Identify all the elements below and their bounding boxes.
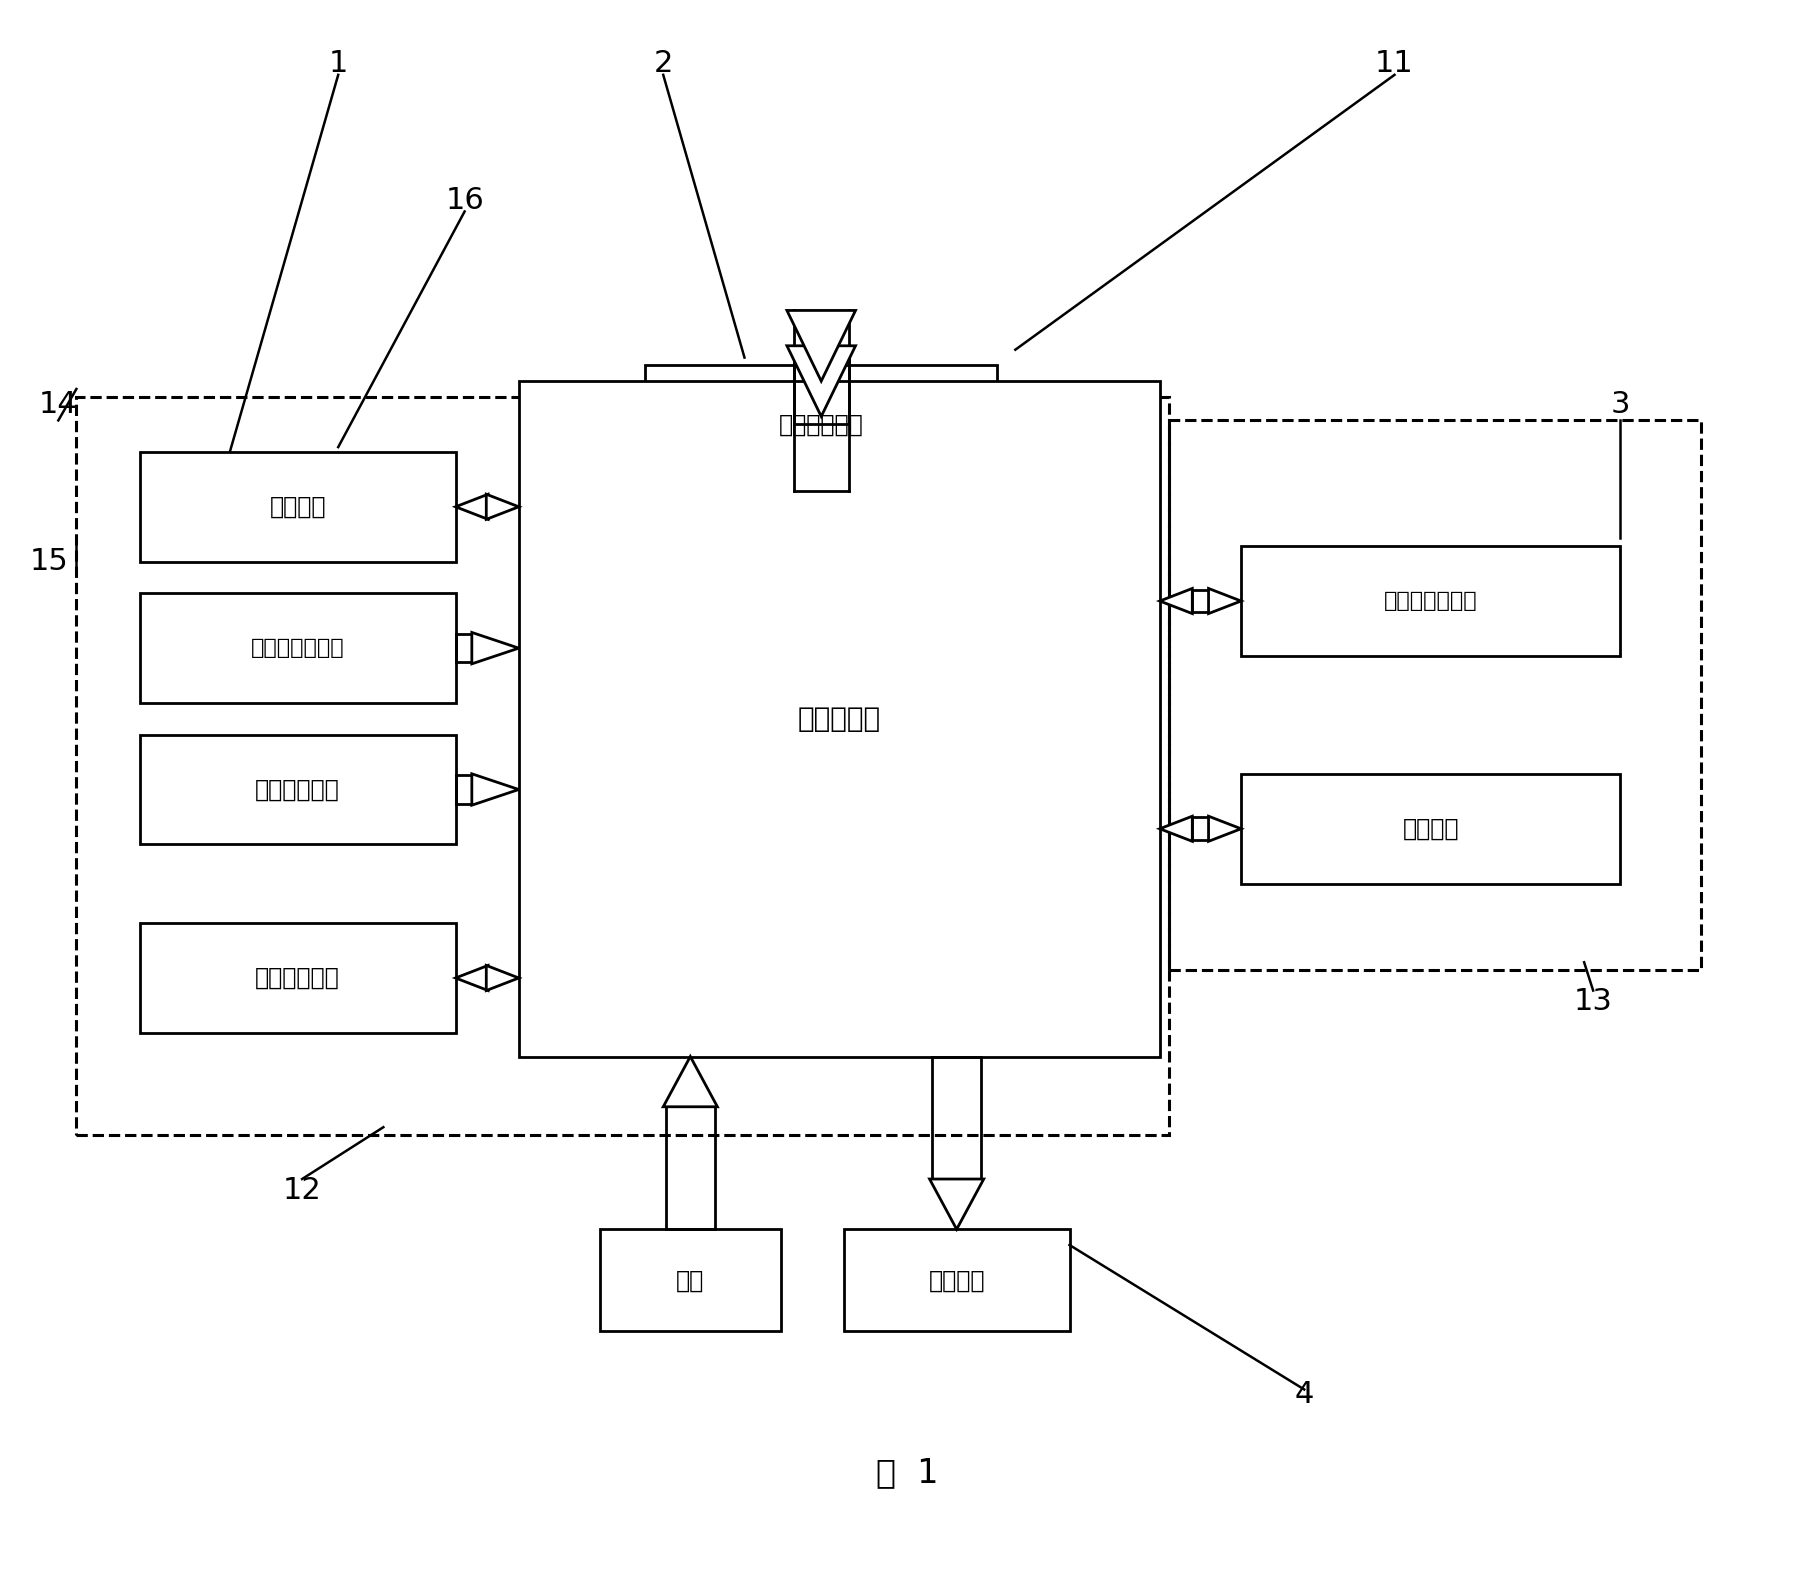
Text: 15: 15	[31, 548, 69, 576]
Polygon shape	[1208, 589, 1241, 614]
Polygon shape	[455, 494, 488, 519]
Polygon shape	[787, 311, 856, 381]
Text: 4: 4	[1295, 1380, 1313, 1408]
Bar	[76, 396, 1168, 1135]
Polygon shape	[455, 965, 488, 990]
Text: 脉冲输出部分: 脉冲输出部分	[256, 777, 339, 802]
Text: 通讯电路: 通讯电路	[268, 494, 327, 519]
Bar	[1241, 774, 1620, 884]
Text: 12: 12	[283, 1175, 321, 1205]
Polygon shape	[664, 1056, 717, 1107]
Text: 16: 16	[444, 186, 484, 215]
Text: 按键: 按键	[677, 1268, 704, 1292]
Bar	[140, 594, 455, 703]
Text: 主控制芯片: 主控制芯片	[798, 704, 882, 733]
Polygon shape	[1159, 816, 1192, 842]
Polygon shape	[929, 1180, 983, 1230]
Bar	[1241, 546, 1620, 655]
Bar	[140, 924, 455, 1033]
Text: 11: 11	[1375, 49, 1413, 79]
Bar	[844, 1230, 1070, 1331]
Text: 3: 3	[1611, 390, 1631, 418]
Text: 13: 13	[1575, 987, 1613, 1015]
Text: 存储部分: 存储部分	[1402, 816, 1458, 840]
Bar	[600, 1230, 780, 1331]
Bar	[1168, 420, 1702, 970]
Text: 时钟控制部分: 时钟控制部分	[256, 966, 339, 990]
Text: 14: 14	[38, 390, 78, 418]
Text: 电源采样模块: 电源采样模块	[778, 412, 863, 436]
Polygon shape	[486, 494, 519, 519]
Text: 调制解调器模块: 调制解调器模块	[1384, 591, 1477, 611]
Bar	[646, 365, 998, 483]
Polygon shape	[1159, 589, 1192, 614]
Text: 显示模块: 显示模块	[929, 1268, 985, 1292]
Text: 开关量采集部分: 开关量采集部分	[250, 638, 345, 658]
Polygon shape	[787, 346, 856, 417]
Polygon shape	[486, 965, 519, 990]
Bar	[519, 381, 1159, 1056]
Bar	[140, 452, 455, 562]
Text: 1: 1	[328, 49, 348, 79]
Polygon shape	[472, 633, 519, 663]
Polygon shape	[472, 774, 519, 805]
Polygon shape	[1208, 816, 1241, 842]
Text: 图  1: 图 1	[876, 1456, 938, 1489]
Text: 2: 2	[653, 49, 673, 79]
Bar	[140, 734, 455, 845]
